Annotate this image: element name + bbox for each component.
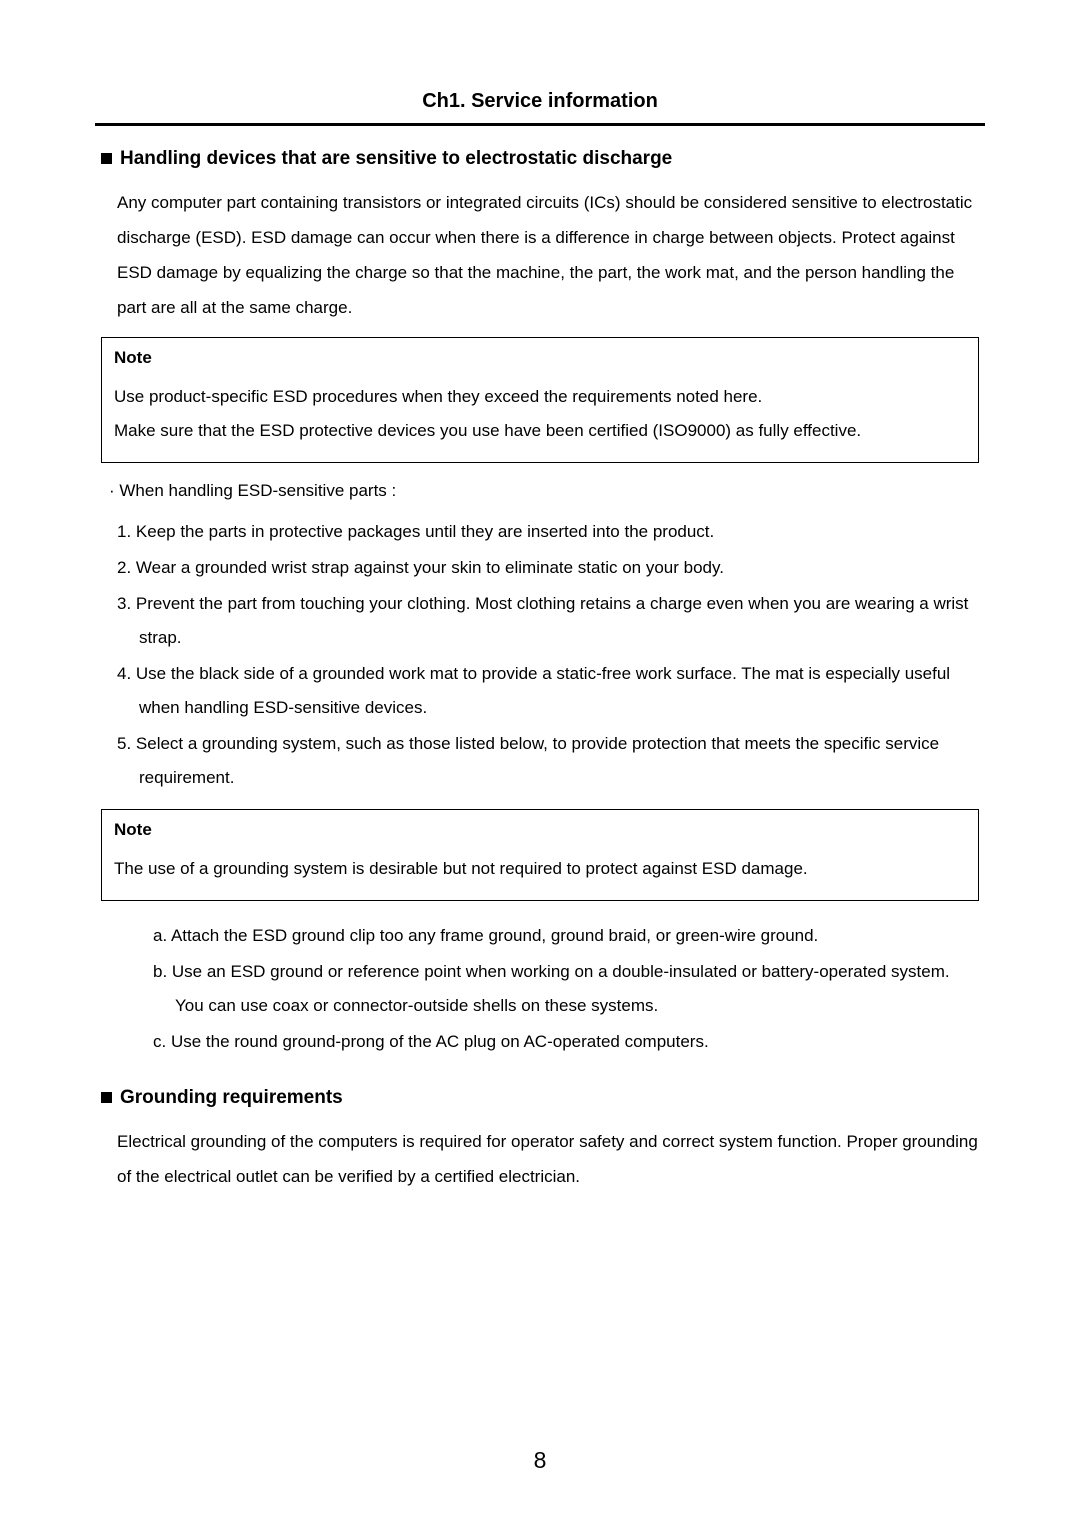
list-item: 1. Keep the parts in protective packages… bbox=[117, 515, 979, 549]
note-title: Note bbox=[114, 820, 966, 840]
list-item: 5. Select a grounding system, such as th… bbox=[117, 727, 979, 795]
esd-numbered-list: 1. Keep the parts in protective packages… bbox=[117, 515, 979, 795]
heading-text: Handling devices that are sensitive to e… bbox=[120, 148, 672, 169]
chapter-title: Ch1. Service information bbox=[95, 90, 985, 113]
list-item: c. Use the round ground-prong of the AC … bbox=[153, 1025, 979, 1059]
title-rule bbox=[95, 123, 985, 126]
section-heading-grounding: Grounding requirements bbox=[101, 1087, 985, 1109]
section-heading-esd: Handling devices that are sensitive to e… bbox=[101, 148, 985, 170]
grounding-paragraph: Electrical grounding of the computers is… bbox=[117, 1125, 979, 1195]
grounding-alpha-list: a. Attach the ESD ground clip too any fr… bbox=[153, 919, 979, 1059]
note-line: Use product-specific ESD procedures when… bbox=[114, 380, 966, 414]
list-item: 3. Prevent the part from touching your c… bbox=[117, 587, 979, 655]
note-box-1: Note Use product-specific ESD procedures… bbox=[101, 337, 979, 463]
list-item: 4. Use the black side of a grounded work… bbox=[117, 657, 979, 725]
square-bullet-icon bbox=[101, 153, 112, 164]
list-item: a. Attach the ESD ground clip too any fr… bbox=[153, 919, 979, 953]
note-line: The use of a grounding system is desirab… bbox=[114, 852, 966, 886]
esd-intro-paragraph: Any computer part containing transistors… bbox=[117, 186, 979, 325]
list-item: b. Use an ESD ground or reference point … bbox=[153, 955, 979, 1023]
note-title: Note bbox=[114, 348, 966, 368]
note-box-2: Note The use of a grounding system is de… bbox=[101, 809, 979, 901]
list-item: 2. Wear a grounded wrist strap against y… bbox=[117, 551, 979, 585]
heading-text: Grounding requirements bbox=[120, 1087, 343, 1108]
esd-lead-line: · When handling ESD-sensitive parts : bbox=[109, 481, 985, 501]
square-bullet-icon bbox=[101, 1092, 112, 1103]
page-number: 8 bbox=[0, 1447, 1080, 1474]
note-line: Make sure that the ESD protective device… bbox=[114, 414, 966, 448]
